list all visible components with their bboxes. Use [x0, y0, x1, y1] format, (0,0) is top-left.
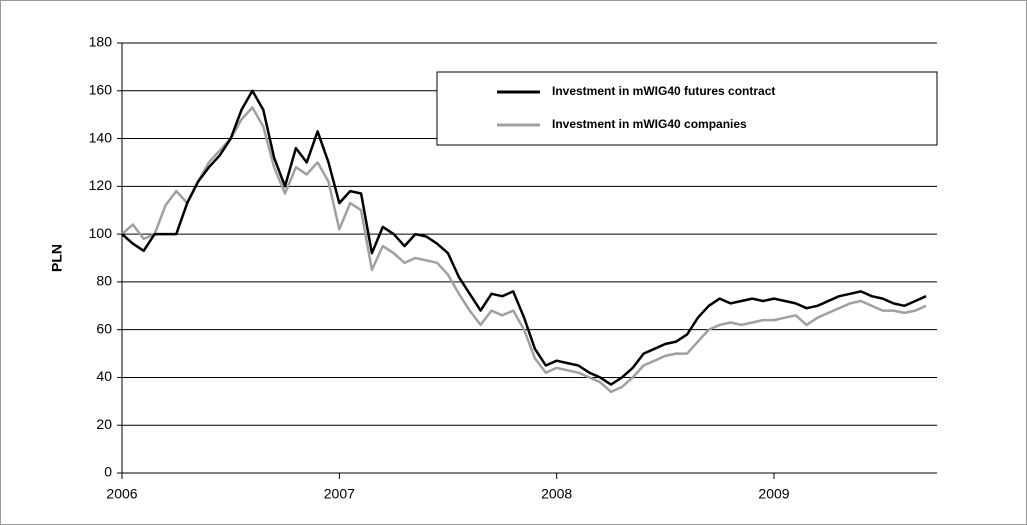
x-tick-label: 2006 [106, 486, 137, 502]
y-tick-label: 40 [96, 368, 112, 384]
y-tick-label: 0 [104, 464, 112, 480]
y-tick-label: 20 [96, 416, 112, 432]
series-line [121, 89, 927, 386]
y-tick-label: 140 [89, 129, 113, 145]
x-tick-label: 2008 [541, 486, 572, 502]
x-tick-label: 2007 [324, 486, 355, 502]
x-tick-label: 2009 [758, 486, 789, 502]
y-axis-label: PLN [49, 244, 65, 272]
y-tick-label: 60 [96, 320, 112, 336]
legend-box [436, 71, 938, 146]
series-line [121, 106, 927, 394]
y-tick-label: 120 [89, 177, 113, 193]
y-tick-label: 80 [96, 273, 112, 289]
legend-label: Investment in mWIG40 futures contract [552, 84, 775, 98]
y-tick-label: 180 [89, 34, 113, 50]
y-tick-label: 160 [89, 81, 113, 97]
legend-label: Investment in mWIG40 companies [552, 117, 747, 131]
y-tick-label: 100 [89, 225, 113, 241]
